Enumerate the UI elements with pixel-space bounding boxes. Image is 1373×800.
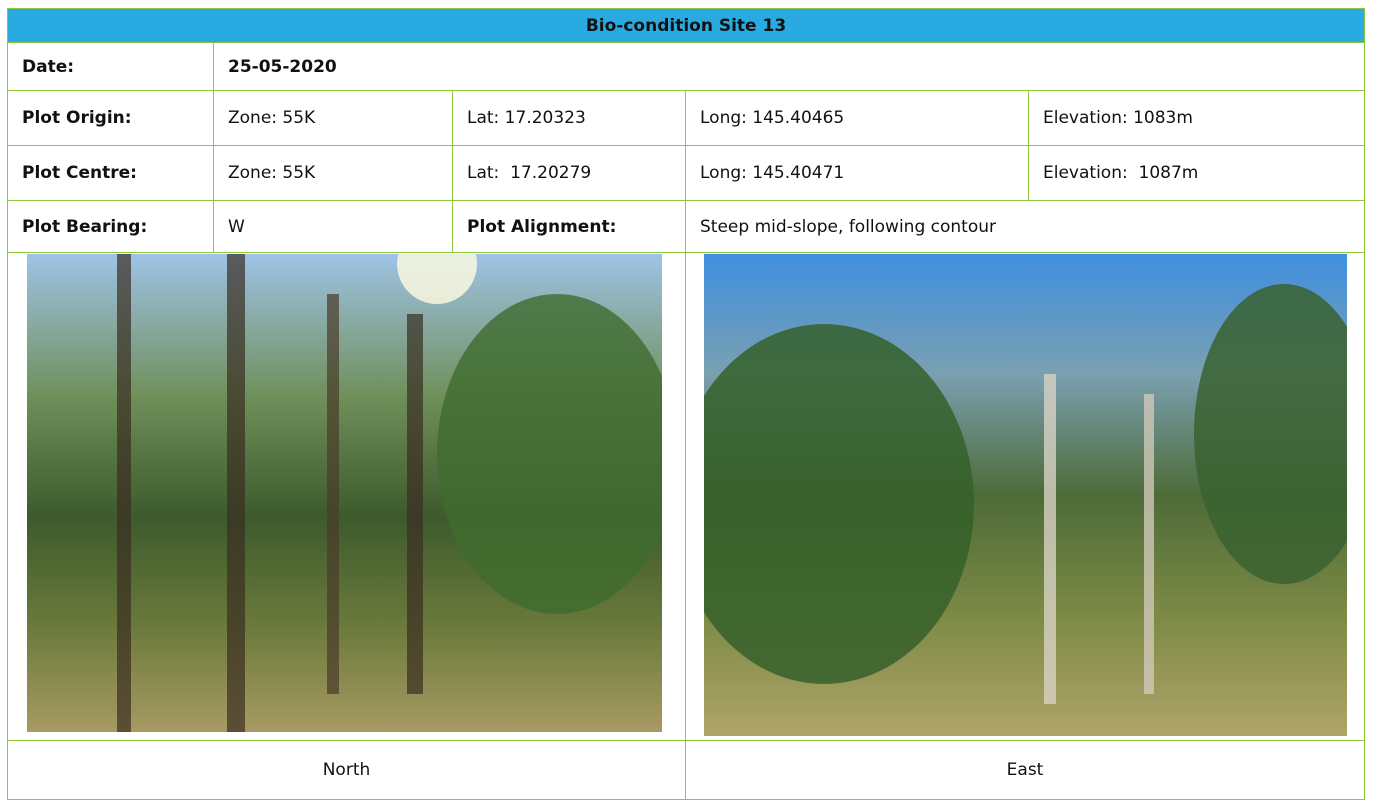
page: Bio-condition Site 13 Date: 25-05-2020 P… bbox=[0, 0, 1373, 787]
cell-value: Lat: 17.20323 bbox=[452, 90, 686, 146]
photo-trees bbox=[704, 254, 1347, 736]
cell-value: W bbox=[213, 200, 453, 253]
cell-value: Lat: 17.20279 bbox=[452, 145, 686, 201]
cell-label: Plot Centre: bbox=[7, 145, 214, 201]
cell-value: Zone: 55K bbox=[213, 90, 453, 146]
cell-value: 25-05-2020 bbox=[213, 42, 1365, 91]
photo-trees bbox=[27, 254, 662, 732]
cell-label: Date: bbox=[7, 42, 214, 91]
cell-label: Plot Bearing: bbox=[7, 200, 214, 253]
cell-value: Elevation: 1083m bbox=[1028, 90, 1365, 146]
cell-value: Long: 145.40465 bbox=[685, 90, 1029, 146]
photo-north bbox=[27, 254, 662, 732]
cell-value: Zone: 55K bbox=[213, 145, 453, 201]
photo-east bbox=[704, 254, 1347, 736]
cell-label: Plot Origin: bbox=[7, 90, 214, 146]
photo-caption: North bbox=[7, 740, 686, 800]
cell-value: Steep mid-slope, following contour bbox=[685, 200, 1365, 253]
photo-caption: East bbox=[685, 740, 1365, 800]
table-title: Bio-condition Site 13 bbox=[7, 8, 1365, 43]
cell-value: Elevation: 1087m bbox=[1028, 145, 1365, 201]
cell-value: Long: 145.40471 bbox=[685, 145, 1029, 201]
cell-label: Plot Alignment: bbox=[452, 200, 686, 253]
